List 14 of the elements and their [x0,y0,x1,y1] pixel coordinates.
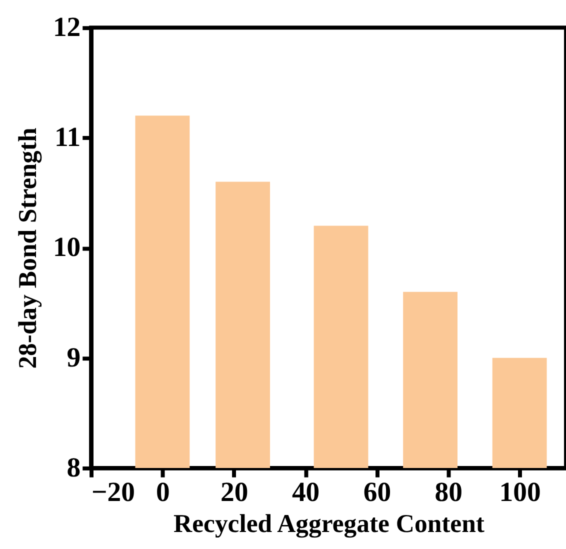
x-tick-label: 20 [220,476,248,508]
x-tick-label: 80 [434,476,462,508]
y-tick-label: 9 [66,341,81,372]
y-tick-label: 10 [52,231,81,262]
x-tick-label: 0 [156,476,170,508]
y-tick-label: 12 [52,11,81,42]
x-tick-label: 40 [292,476,320,508]
x-tick-label: 100 [499,476,541,508]
x-axis-title: Recycled Aggregate Content [174,508,485,538]
x-tick-label: 60 [363,476,392,508]
y-tick-label: 8 [66,451,81,482]
x-tick-label: −20 [92,476,135,508]
y-axis-title: 28-day Bond Strength [13,128,42,369]
y-tick-label: 11 [54,121,81,152]
